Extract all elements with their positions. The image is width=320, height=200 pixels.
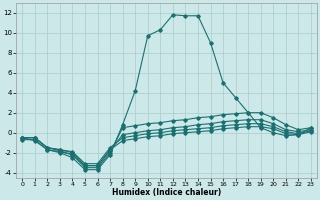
X-axis label: Humidex (Indice chaleur): Humidex (Indice chaleur) (112, 188, 221, 197)
